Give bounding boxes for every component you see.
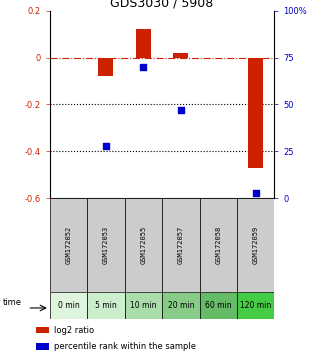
- Bar: [87, 198, 125, 292]
- Point: [178, 107, 183, 113]
- Point: [141, 64, 146, 70]
- Bar: [200, 292, 237, 319]
- Text: 10 min: 10 min: [130, 301, 157, 310]
- Text: GSM172055: GSM172055: [140, 226, 146, 264]
- Bar: [125, 198, 162, 292]
- Bar: [125, 292, 162, 319]
- Bar: [237, 198, 274, 292]
- Text: GSM172059: GSM172059: [253, 226, 259, 264]
- Bar: [50, 198, 87, 292]
- Text: 60 min: 60 min: [205, 301, 231, 310]
- Bar: [237, 292, 274, 319]
- Bar: [248, 57, 263, 168]
- Point: [253, 190, 258, 195]
- Text: time: time: [3, 298, 22, 307]
- Text: 120 min: 120 min: [240, 301, 271, 310]
- Bar: [200, 198, 237, 292]
- Text: percentile rank within the sample: percentile rank within the sample: [54, 342, 196, 351]
- Text: GSM172052: GSM172052: [65, 226, 72, 264]
- Text: GSM172058: GSM172058: [215, 226, 221, 264]
- Bar: [87, 292, 125, 319]
- Text: GSM172057: GSM172057: [178, 226, 184, 264]
- Text: 5 min: 5 min: [95, 301, 117, 310]
- Text: 0 min: 0 min: [57, 301, 79, 310]
- Bar: [50, 292, 87, 319]
- Title: GDS3030 / 5908: GDS3030 / 5908: [110, 0, 214, 10]
- Bar: [162, 198, 200, 292]
- Point: [103, 143, 108, 149]
- Text: GSM172053: GSM172053: [103, 226, 109, 264]
- Bar: [36, 343, 49, 350]
- Bar: [162, 292, 200, 319]
- Bar: [136, 29, 151, 57]
- Bar: [36, 327, 49, 333]
- Text: 20 min: 20 min: [168, 301, 194, 310]
- Bar: [173, 53, 188, 57]
- Bar: [99, 57, 113, 76]
- Text: log2 ratio: log2 ratio: [54, 326, 94, 335]
